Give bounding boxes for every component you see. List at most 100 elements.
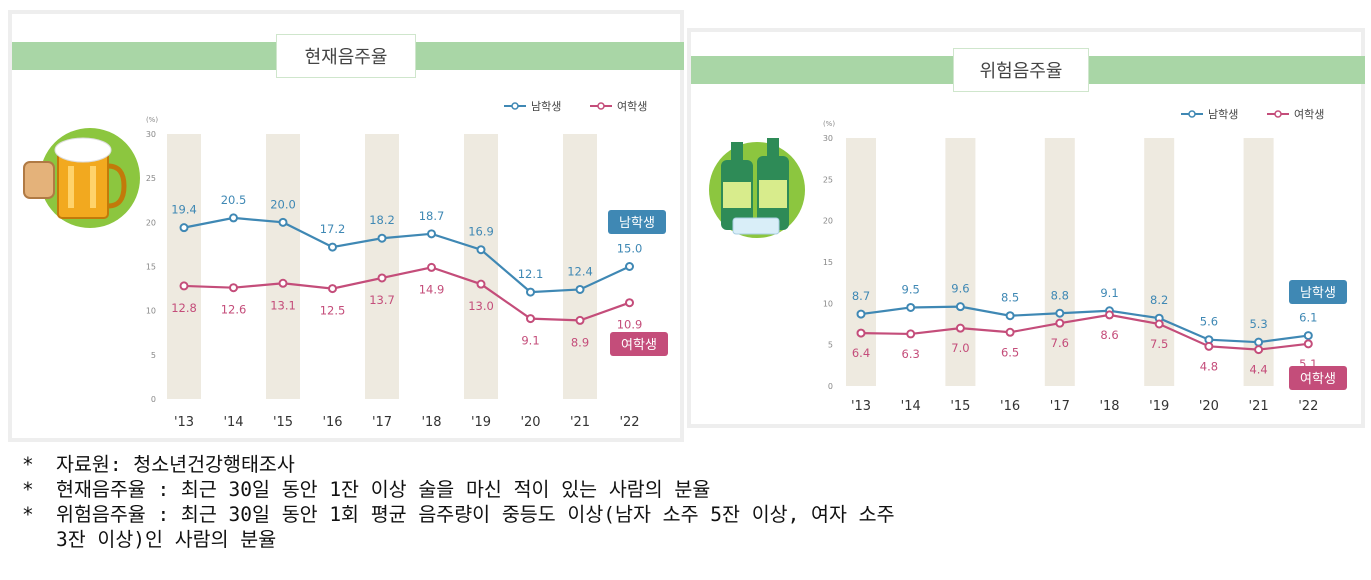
y-unit-label: (%) <box>823 120 835 128</box>
x-tick-label: '14 <box>901 399 921 414</box>
x-tick-label: '13 <box>851 399 871 414</box>
male-data-label: 9.5 <box>902 282 920 296</box>
female-data-label: 8.9 <box>571 335 589 349</box>
female-data-label: 6.4 <box>852 346 870 360</box>
female-data-point <box>278 278 288 288</box>
female-data-point <box>179 281 189 291</box>
female-data-point <box>856 328 866 338</box>
male-data-point <box>955 302 965 312</box>
column-stripe <box>846 138 876 386</box>
female-data-point <box>1254 345 1264 355</box>
x-tick-label: '15 <box>950 399 970 414</box>
risky-drinking-chart-panel: 위험음주율 0 5 10 15 20 25 30 (%) '13 '14 '15 '16 '17 '18 '… <box>687 28 1365 428</box>
male-data-point <box>906 302 916 312</box>
female-data-point <box>229 283 238 293</box>
male-data-point <box>625 262 634 271</box>
footnote-source: * 자료원: 청소년건강행태조사 <box>22 453 295 476</box>
y-tick-label: 10 <box>823 299 833 308</box>
legend-label: 여학생 <box>617 100 647 113</box>
x-tick-label: '19 <box>1149 399 1169 414</box>
male-data-point <box>1005 311 1015 321</box>
y-tick-label: 30 <box>146 130 156 139</box>
footnote-risky-drinking: * 위험음주율 : 최근 30일 동안 1회 평균 음주량이 중등도 이상(남자 … <box>22 503 895 526</box>
title-band-left <box>691 56 953 84</box>
male-data-label: 17.2 <box>320 222 346 236</box>
male-data-label: 8.2 <box>1150 293 1168 307</box>
x-tick-label: '13 <box>174 415 194 430</box>
male-data-label: 19.4 <box>171 203 197 217</box>
female-data-label: 4.4 <box>1249 363 1267 377</box>
male-end-tag <box>608 210 666 234</box>
column-stripe <box>266 134 300 399</box>
y-tick-label: 10 <box>146 307 156 316</box>
title-band-right <box>416 42 684 70</box>
column-stripe <box>563 134 597 399</box>
y-tick-label: 5 <box>828 341 833 350</box>
female-data-label: 6.5 <box>1001 345 1019 359</box>
female-data-label: 13.7 <box>369 293 395 307</box>
female-data-point <box>526 314 535 324</box>
female-data-point <box>1303 339 1313 349</box>
x-tick-label: '15 <box>273 415 293 430</box>
female-data-point <box>1105 310 1114 320</box>
male-data-point <box>1254 337 1264 347</box>
female-end-tag <box>610 332 668 356</box>
male-data-label: 5.6 <box>1200 315 1218 329</box>
male-series-line <box>183 216 630 294</box>
male-end-tag <box>1289 280 1347 304</box>
current-drinking-chart-panel: 현재음주율 0 5 10 15 20 25 30 (%) '13 '14 '15 '16 '17 '18 '… <box>8 10 684 442</box>
column-stripe <box>365 134 399 399</box>
column-stripe <box>167 134 201 399</box>
female-data-point <box>1005 327 1015 337</box>
male-data-point <box>427 229 436 239</box>
female-data-label: 7.5 <box>1150 337 1168 351</box>
x-tick-label: '22 <box>1298 399 1318 414</box>
x-tick-label: '17 <box>1050 399 1070 414</box>
y-tick-label: 0 <box>828 382 833 391</box>
x-tick-label: '18 <box>1099 399 1119 414</box>
x-tick-label: '18 <box>421 415 441 430</box>
x-tick-label: '22 <box>619 415 639 430</box>
female-data-label: 12.8 <box>171 301 197 315</box>
male-data-label: 6.1 <box>1299 311 1317 325</box>
male-data-label: 9.1 <box>1100 286 1118 300</box>
footnote-risky-drinking-cont: 3잔 이상)인 사람의 분율 <box>56 528 277 551</box>
female-data-point <box>377 273 387 283</box>
male-data-point <box>328 242 337 252</box>
female-data-point <box>476 279 486 289</box>
column-stripe <box>1144 138 1175 386</box>
y-tick-label: 0 <box>151 395 156 404</box>
male-data-label: 18.2 <box>369 213 395 227</box>
footnotes: * 자료원: 청소년건강행태조사 * 현재음주율 : 최근 30일 동안 1잔 이상… <box>22 452 1367 552</box>
female-data-label: 13.0 <box>468 299 494 313</box>
male-data-label: 15.0 <box>617 242 643 256</box>
male-data-label: 12.4 <box>567 264 593 278</box>
male-data-point <box>575 284 585 294</box>
x-tick-label: '21 <box>570 415 590 430</box>
female-data-label: 14.9 <box>419 282 445 296</box>
male-end-tag-label: 남학생 <box>619 216 655 231</box>
current-drinking-chart: 0 5 10 15 20 25 30 (%) '13 '14 '15 '16 '17 '18 '19 '20 '… <box>23 100 668 430</box>
female-end-tag <box>1289 366 1347 390</box>
male-data-point <box>476 245 486 255</box>
risky-drinking-chart: 0 5 10 15 20 25 30 (%) '13 '14 '15 '16 '17 '18 '19 '20 '… <box>709 108 1347 414</box>
female-data-point <box>328 284 337 294</box>
male-data-label: 20.5 <box>221 193 247 207</box>
female-data-label: 7.6 <box>1051 336 1069 350</box>
male-data-label: 16.9 <box>468 225 494 239</box>
male-data-point <box>229 213 238 223</box>
y-tick-label: 25 <box>823 175 833 184</box>
male-data-point <box>1303 331 1313 341</box>
male-data-point <box>179 223 189 233</box>
female-data-label: 6.3 <box>902 347 920 361</box>
female-data-point <box>906 329 916 339</box>
soju-bottles-icon <box>709 138 805 238</box>
female-data-label: 8.6 <box>1100 328 1118 342</box>
female-end-tag-label: 여학생 <box>621 338 657 353</box>
female-data-label: 12.6 <box>221 303 247 317</box>
male-data-label: 18.7 <box>419 209 445 223</box>
male-data-point <box>1055 308 1065 318</box>
female-data-label: 4.8 <box>1200 359 1218 373</box>
y-tick-label: 15 <box>146 263 156 272</box>
legend-label: 남학생 <box>1208 108 1238 121</box>
